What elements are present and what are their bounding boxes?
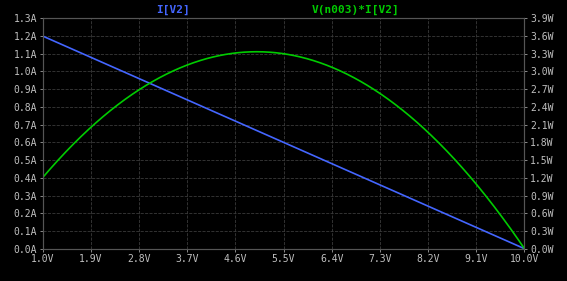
Line: I[V2]: I[V2]	[43, 36, 524, 249]
I[V2]	[251, 128, 258, 131]
V(n003)*I[V2]	[424, 130, 431, 133]
Line: V(n003)*I[V2]: V(n003)*I[V2]	[43, 52, 524, 249]
V(n003)*I[V2]	[234, 51, 241, 55]
I[V2]	[234, 120, 241, 124]
V(n003)*I[V2]	[253, 50, 260, 53]
V(n003)*I[V2]	[521, 247, 528, 250]
V(n003)*I[V2]	[251, 50, 258, 53]
V(n003)*I[V2]	[39, 176, 46, 180]
Text: V(n003)*I[V2]: V(n003)*I[V2]	[312, 5, 400, 15]
V(n003)*I[V2]	[371, 88, 378, 91]
I[V2]	[521, 247, 528, 250]
Text: I[V2]: I[V2]	[156, 5, 189, 15]
I[V2]	[370, 180, 377, 184]
I[V2]	[39, 34, 46, 38]
I[V2]	[424, 204, 430, 207]
V(n003)*I[V2]	[416, 122, 422, 126]
I[V2]	[415, 200, 422, 203]
V(n003)*I[V2]	[88, 125, 95, 128]
I[V2]	[88, 56, 95, 59]
